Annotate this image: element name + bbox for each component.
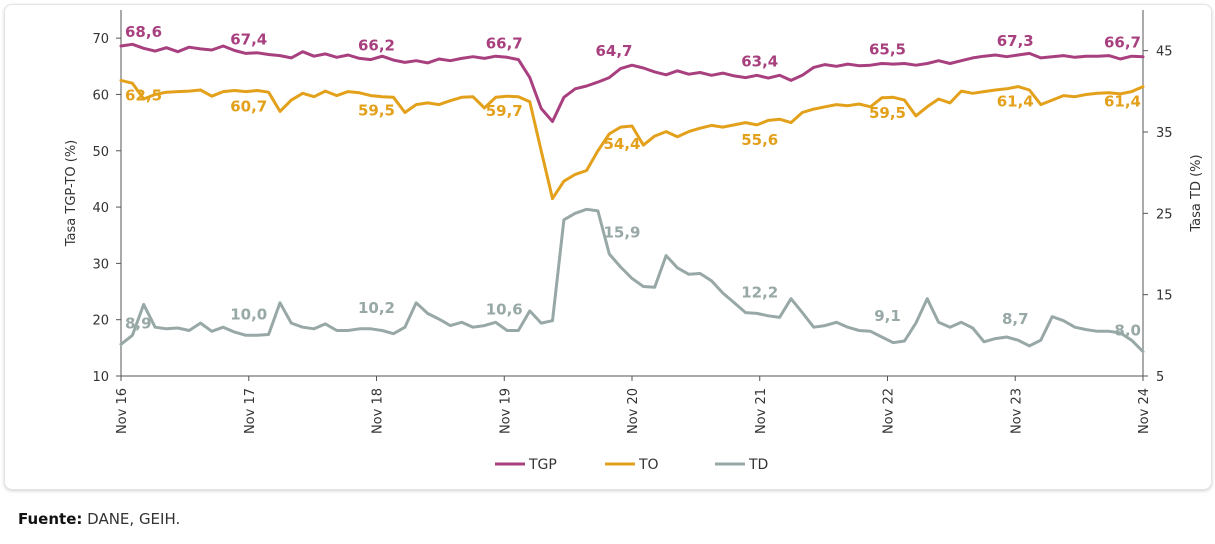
data-label-tgp: 66,7 — [1104, 34, 1141, 52]
y-right-tick-label: 25 — [1156, 207, 1173, 222]
x-tick-label: Nov 20 — [626, 388, 641, 434]
data-label-to: 62,5 — [125, 86, 162, 104]
data-label-td: 15,9 — [603, 223, 640, 241]
y-left-axis-title: Tasa TGP-TO (%) — [64, 140, 79, 248]
y-left-tick-label: 20 — [92, 314, 109, 329]
y-right-axis-title: Tasa TD (%) — [1189, 154, 1204, 232]
x-tick-label: Nov 22 — [882, 388, 897, 434]
data-label-tgp: 68,6 — [125, 23, 162, 41]
data-label-tgp: 64,7 — [595, 42, 632, 60]
data-label-to: 59,7 — [486, 102, 523, 120]
data-label-tgp: 67,4 — [230, 30, 267, 48]
series-line-td — [119, 207, 1145, 354]
data-label-to: 59,5 — [869, 104, 906, 122]
data-label-td: 8,0 — [1114, 322, 1141, 340]
x-tick-label: Nov 19 — [498, 388, 513, 434]
x-tick-label: Nov 23 — [1009, 388, 1024, 434]
data-label-to: 54,4 — [603, 135, 640, 153]
legend-label-tgp: TGP — [528, 457, 557, 473]
source-note: Fuente: DANE, GEIH. — [18, 510, 180, 528]
data-label-td: 12,2 — [741, 283, 778, 301]
data-label-to: 55,6 — [741, 131, 778, 149]
source-label: Fuente: — [18, 510, 83, 528]
y-left-tick-label: 40 — [92, 201, 109, 216]
x-tick-label: Nov 24 — [1137, 388, 1152, 434]
data-label-to: 61,4 — [997, 93, 1034, 111]
y-right-tick-label: 15 — [1156, 289, 1173, 304]
data-label-tgp: 66,2 — [358, 37, 395, 55]
x-tick-label: Nov 16 — [115, 388, 130, 434]
data-label-td: 9,1 — [874, 307, 901, 325]
legend-label-to: TO — [638, 457, 659, 473]
data-label-tgp: 66,7 — [486, 34, 523, 52]
data-label-tgp: 65,5 — [869, 40, 906, 58]
data-label-to: 59,5 — [358, 102, 395, 120]
y-right-tick-label: 45 — [1156, 45, 1173, 60]
x-tick-label: Nov 17 — [243, 388, 258, 434]
y-left-tick-label: 10 — [92, 370, 109, 385]
y-left-tick-label: 30 — [92, 257, 109, 272]
x-tick-label: Nov 18 — [371, 388, 386, 434]
x-tick-label: Nov 21 — [754, 388, 769, 434]
data-label-tgp: 67,3 — [997, 32, 1034, 50]
y-left-tick-label: 70 — [92, 32, 109, 47]
data-label-to: 61,4 — [1104, 93, 1141, 111]
data-label-to: 60,7 — [230, 98, 267, 116]
series-line-to — [119, 78, 1145, 201]
data-label-td: 8,7 — [1002, 310, 1029, 328]
data-label-td: 10,6 — [486, 300, 523, 318]
legend-label-td: TD — [748, 457, 768, 473]
y-right-tick-label: 5 — [1156, 370, 1164, 385]
data-label-td: 10,2 — [358, 299, 395, 317]
series-line-tgp — [119, 42, 1145, 123]
source-text: DANE, GEIH. — [87, 510, 181, 528]
data-label-td: 8,9 — [125, 314, 152, 332]
y-left-tick-label: 50 — [92, 145, 109, 160]
y-left-tick-label: 60 — [92, 88, 109, 103]
data-label-tgp: 63,4 — [741, 52, 778, 70]
data-label-td: 10,0 — [230, 305, 267, 323]
line-chart: 10 20 30 40 50 60 70 5 15 25 35 45 Tasa TGP-TO (%) Ta… — [64, 10, 1204, 473]
y-right-tick-label: 35 — [1156, 126, 1173, 141]
